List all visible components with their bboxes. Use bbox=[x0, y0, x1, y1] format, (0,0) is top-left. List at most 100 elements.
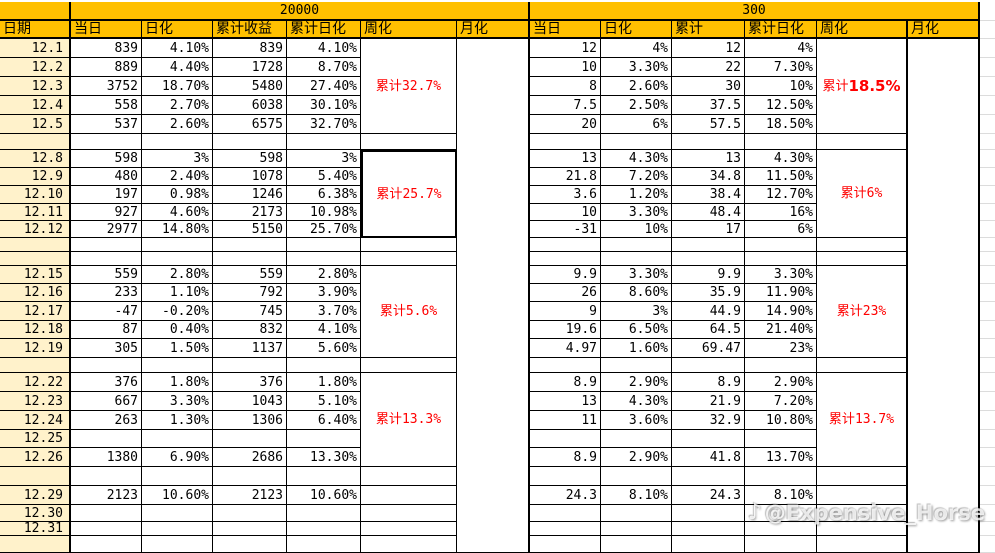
data-cell-right[interactable]: 35.9 bbox=[672, 284, 745, 302]
data-cell-left[interactable]: 27.40% bbox=[287, 77, 361, 96]
date-cell[interactable]: 12.5 bbox=[0, 115, 71, 134]
date-cell[interactable] bbox=[0, 134, 71, 150]
data-cell-left[interactable] bbox=[287, 358, 361, 373]
data-cell-left[interactable]: 233 bbox=[71, 284, 142, 302]
data-cell-left[interactable] bbox=[142, 467, 213, 486]
data-cell-right[interactable]: 7.30% bbox=[745, 58, 817, 77]
data-cell-right[interactable]: 21.9 bbox=[672, 392, 745, 411]
data-cell-left[interactable] bbox=[213, 505, 287, 522]
data-cell-right[interactable]: 8.10% bbox=[601, 486, 672, 505]
data-cell-left[interactable]: 1.80% bbox=[287, 373, 361, 392]
data-cell-right[interactable]: 2.90% bbox=[745, 373, 817, 392]
data-cell-right[interactable]: -31 bbox=[530, 221, 601, 238]
data-cell-left[interactable] bbox=[287, 467, 361, 486]
data-cell-right[interactable]: 26 bbox=[530, 284, 601, 302]
data-cell-left[interactable] bbox=[287, 505, 361, 522]
date-cell[interactable]: 12.8 bbox=[0, 150, 71, 168]
weekly-summary-right-4[interactable]: 累计 13.7% bbox=[817, 373, 908, 467]
weekly-summary-left-2[interactable]: 累计 25.7% bbox=[361, 150, 457, 238]
data-cell-right[interactable]: 10 bbox=[530, 58, 601, 77]
data-cell-left[interactable] bbox=[142, 505, 213, 522]
data-cell-left[interactable]: 1306 bbox=[213, 411, 287, 430]
data-cell-left[interactable]: 4.10% bbox=[287, 39, 361, 58]
data-cell-right[interactable]: 18.50% bbox=[745, 115, 817, 134]
data-cell-left[interactable] bbox=[71, 522, 142, 536]
data-cell-right[interactable]: 64.5 bbox=[672, 321, 745, 339]
data-cell-left[interactable]: 1137 bbox=[213, 339, 287, 358]
group-header-20000[interactable]: 20000 bbox=[71, 2, 530, 21]
date-cell[interactable]: 12.12 bbox=[0, 221, 71, 238]
data-cell-left[interactable]: 667 bbox=[71, 392, 142, 411]
data-cell-right[interactable]: 11.50% bbox=[745, 168, 817, 186]
data-cell-left[interactable]: 2.60% bbox=[142, 115, 213, 134]
data-cell-left[interactable] bbox=[213, 522, 287, 536]
date-cell[interactable]: 12.18 bbox=[0, 321, 71, 339]
data-cell-right[interactable]: 1.60% bbox=[601, 339, 672, 358]
data-cell-right[interactable]: 12 bbox=[672, 39, 745, 58]
data-cell-right[interactable] bbox=[601, 522, 672, 536]
data-cell-left[interactable] bbox=[71, 467, 142, 486]
data-cell-left[interactable] bbox=[71, 358, 142, 373]
data-cell-left[interactable]: 745 bbox=[213, 302, 287, 321]
data-cell-left[interactable]: 1.50% bbox=[142, 339, 213, 358]
weekly-empty-cell[interactable] bbox=[817, 358, 908, 373]
data-cell-left[interactable]: 1246 bbox=[213, 186, 287, 204]
data-cell-right[interactable] bbox=[601, 238, 672, 252]
data-cell-right[interactable]: 13.70% bbox=[745, 448, 817, 467]
data-cell-left[interactable] bbox=[71, 134, 142, 150]
data-cell-left[interactable]: 839 bbox=[213, 39, 287, 58]
data-cell-right[interactable]: 11 bbox=[530, 411, 601, 430]
data-cell-right[interactable]: 3.30% bbox=[745, 266, 817, 284]
data-cell-right[interactable] bbox=[601, 134, 672, 150]
data-cell-right[interactable]: 10.80% bbox=[745, 411, 817, 430]
data-cell-right[interactable]: 3.30% bbox=[601, 58, 672, 77]
data-cell-right[interactable]: 7.20% bbox=[745, 392, 817, 411]
data-cell-right[interactable]: 4.97 bbox=[530, 339, 601, 358]
data-cell-left[interactable]: 2686 bbox=[213, 448, 287, 467]
data-cell-right[interactable]: 37.5 bbox=[672, 96, 745, 115]
data-cell-left[interactable]: 25.70% bbox=[287, 221, 361, 238]
data-cell-right[interactable]: 7.5 bbox=[530, 96, 601, 115]
data-cell-left[interactable]: 559 bbox=[213, 266, 287, 284]
data-cell-right[interactable]: 34.8 bbox=[672, 168, 745, 186]
data-cell-right[interactable]: 12.70% bbox=[745, 186, 817, 204]
date-cell[interactable]: 12.24 bbox=[0, 411, 71, 430]
data-cell-right[interactable]: 9.9 bbox=[672, 266, 745, 284]
data-cell-right[interactable]: 3.30% bbox=[601, 204, 672, 221]
data-cell-left[interactable] bbox=[142, 238, 213, 252]
column-header-right-1[interactable]: 日化 bbox=[601, 21, 672, 39]
data-cell-right[interactable]: 8.9 bbox=[672, 373, 745, 392]
data-cell-right[interactable]: 14.90% bbox=[745, 302, 817, 321]
data-cell-right[interactable] bbox=[601, 358, 672, 373]
data-cell-left[interactable]: 6.40% bbox=[287, 411, 361, 430]
data-cell-left[interactable]: 18.70% bbox=[142, 77, 213, 96]
data-cell-right[interactable] bbox=[530, 430, 601, 448]
weekly-summary-left-1[interactable]: 累计 32.7% bbox=[361, 39, 457, 134]
weekly-empty-cell[interactable] bbox=[361, 536, 457, 553]
date-cell[interactable]: 12.16 bbox=[0, 284, 71, 302]
data-cell-left[interactable]: 6575 bbox=[213, 115, 287, 134]
column-header-date[interactable]: 日期 bbox=[0, 21, 71, 39]
data-cell-right[interactable] bbox=[530, 252, 601, 266]
data-cell-left[interactable]: 2123 bbox=[71, 486, 142, 505]
data-cell-left[interactable]: 5150 bbox=[213, 221, 287, 238]
data-cell-left[interactable]: 3.30% bbox=[142, 392, 213, 411]
data-cell-right[interactable]: 13 bbox=[672, 150, 745, 168]
column-header-right-2[interactable]: 累计 bbox=[672, 21, 745, 39]
weekly-empty-cell[interactable] bbox=[817, 505, 908, 522]
data-cell-left[interactable] bbox=[213, 358, 287, 373]
data-cell-left[interactable]: 263 bbox=[71, 411, 142, 430]
data-cell-right[interactable]: 41.8 bbox=[672, 448, 745, 467]
data-cell-right[interactable] bbox=[530, 358, 601, 373]
data-cell-right[interactable]: 38.4 bbox=[672, 186, 745, 204]
data-cell-left[interactable] bbox=[287, 238, 361, 252]
data-cell-left[interactable]: 3752 bbox=[71, 77, 142, 96]
data-cell-left[interactable]: 2.40% bbox=[142, 168, 213, 186]
date-cell[interactable]: 12.26 bbox=[0, 448, 71, 467]
data-cell-left[interactable] bbox=[213, 134, 287, 150]
data-cell-left[interactable]: 1043 bbox=[213, 392, 287, 411]
data-cell-right[interactable]: 13 bbox=[530, 392, 601, 411]
weekly-empty-cell[interactable] bbox=[361, 486, 457, 505]
data-cell-left[interactable]: 537 bbox=[71, 115, 142, 134]
data-cell-right[interactable]: 2.50% bbox=[601, 96, 672, 115]
